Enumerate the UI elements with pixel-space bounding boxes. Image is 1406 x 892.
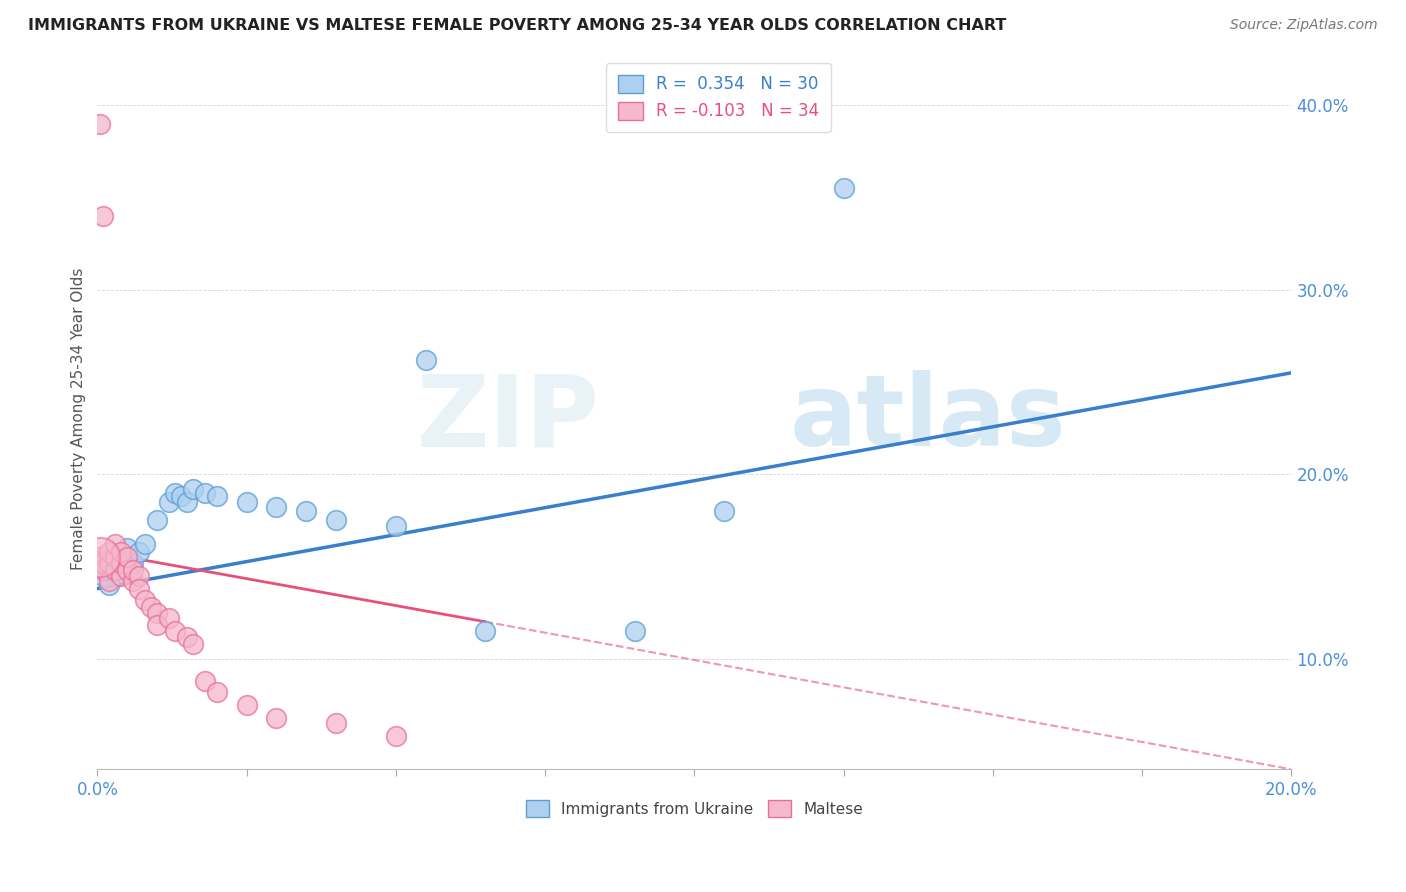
- Point: [122, 563, 145, 577]
- Point: [325, 716, 347, 731]
- Point: [89, 550, 111, 565]
- Point: [181, 482, 204, 496]
- Point: [205, 685, 228, 699]
- Point: [89, 550, 111, 565]
- Point: [163, 485, 186, 500]
- Point: [122, 556, 145, 570]
- Y-axis label: Female Poverty Among 25-34 Year Olds: Female Poverty Among 25-34 Year Olds: [72, 268, 86, 570]
- Point: [139, 600, 162, 615]
- Point: [98, 556, 121, 570]
- Point: [104, 550, 127, 565]
- Point: [104, 550, 127, 565]
- Text: ZIP: ZIP: [416, 370, 599, 467]
- Point: [110, 544, 132, 558]
- Point: [325, 513, 347, 527]
- Point: [122, 574, 145, 589]
- Point: [104, 559, 127, 574]
- Point: [128, 544, 150, 558]
- Point: [295, 504, 318, 518]
- Point: [176, 495, 198, 509]
- Point: [115, 563, 138, 577]
- Point: [181, 637, 204, 651]
- Point: [385, 729, 408, 743]
- Point: [115, 550, 138, 565]
- Point: [194, 673, 217, 688]
- Point: [128, 582, 150, 596]
- Point: [134, 537, 156, 551]
- Point: [115, 550, 138, 565]
- Point: [110, 556, 132, 570]
- Text: IMMIGRANTS FROM UKRAINE VS MALTESE FEMALE POVERTY AMONG 25-34 YEAR OLDS CORRELAT: IMMIGRANTS FROM UKRAINE VS MALTESE FEMAL…: [28, 18, 1007, 33]
- Point: [474, 624, 496, 638]
- Point: [415, 352, 437, 367]
- Point: [91, 563, 114, 577]
- Point: [235, 495, 257, 509]
- Point: [157, 495, 180, 509]
- Point: [104, 537, 127, 551]
- Point: [170, 489, 193, 503]
- Point: [157, 611, 180, 625]
- Point: [146, 606, 169, 620]
- Point: [623, 624, 645, 638]
- Text: atlas: atlas: [790, 370, 1067, 467]
- Point: [194, 485, 217, 500]
- Point: [205, 489, 228, 503]
- Point: [266, 711, 288, 725]
- Point: [146, 513, 169, 527]
- Point: [110, 563, 132, 577]
- Text: Source: ZipAtlas.com: Source: ZipAtlas.com: [1230, 18, 1378, 32]
- Point: [713, 504, 735, 518]
- Legend: Immigrants from Ukraine, Maltese: Immigrants from Ukraine, Maltese: [517, 793, 870, 825]
- Point: [134, 592, 156, 607]
- Point: [163, 624, 186, 638]
- Point: [91, 556, 114, 570]
- Point: [385, 519, 408, 533]
- Point: [146, 618, 169, 632]
- Point: [98, 563, 121, 577]
- Point: [91, 568, 114, 582]
- Point: [235, 698, 257, 712]
- Point: [104, 563, 127, 577]
- Point: [115, 541, 138, 555]
- Point: [176, 630, 198, 644]
- Point: [110, 556, 132, 570]
- Point: [98, 544, 121, 558]
- Point: [832, 181, 855, 195]
- Point: [91, 209, 114, 223]
- Point: [266, 500, 288, 515]
- Point: [98, 574, 121, 589]
- Point: [128, 568, 150, 582]
- Point: [110, 568, 132, 582]
- Point: [89, 117, 111, 131]
- Point: [98, 578, 121, 592]
